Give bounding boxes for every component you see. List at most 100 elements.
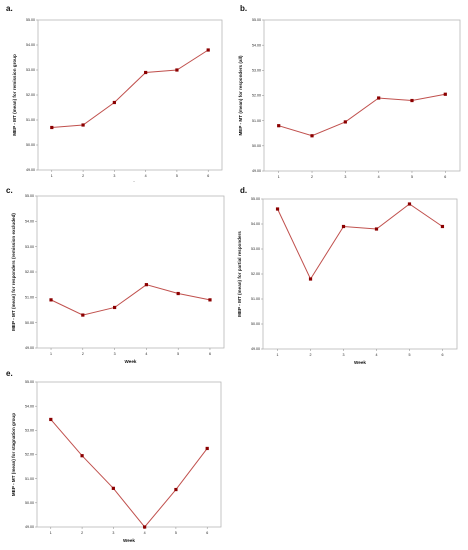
x-tick-label: 3	[112, 531, 114, 535]
y-tick-label: 50.00	[252, 144, 261, 148]
data-point	[407, 202, 412, 206]
panel-label: d.	[240, 186, 247, 195]
series-line	[51, 49, 209, 128]
data-point	[112, 100, 116, 105]
x-tick-label: 1	[278, 175, 280, 179]
x-tick-label: 6	[209, 352, 211, 356]
panel-label: a.	[6, 4, 13, 13]
y-tick-label: 50.00	[251, 322, 260, 326]
y-tick-label: 51.00	[25, 296, 34, 300]
x-tick-label: 1	[51, 174, 53, 178]
x-tick-label: 4	[378, 175, 380, 179]
y-axis-label: MEP - MT (mean) for stagnation group	[11, 413, 16, 496]
data-point	[50, 125, 54, 130]
y-axis-label: MEP - MT (mean) for remission group	[12, 54, 17, 136]
x-tick-label: 3	[114, 352, 116, 356]
panel-label: b.	[240, 4, 247, 13]
y-tick-label: 54.00	[251, 222, 260, 226]
y-axis-label: MEP - MT (mean) for responders (remissio…	[11, 213, 16, 331]
plot-frame	[262, 198, 458, 350]
y-tick-label: 54.00	[25, 220, 34, 224]
y-tick-label: 55.00	[26, 18, 35, 22]
data-point	[343, 120, 347, 124]
y-tick-label: 52.00	[26, 93, 35, 97]
panel-label: e.	[6, 369, 13, 378]
y-tick-label: 53.00	[25, 429, 34, 433]
x-tick-label: 6	[444, 175, 446, 179]
series-line	[50, 419, 208, 528]
x-tick-label: 2	[311, 175, 313, 179]
y-tick-label: 49.00	[25, 346, 34, 350]
x-tick-label: 3	[343, 353, 345, 357]
y-tick-label: 54.00	[252, 43, 261, 47]
y-tick-label: 54.00	[26, 43, 35, 47]
y-tick-label: 51.00	[25, 477, 34, 481]
data-point	[205, 446, 209, 451]
y-tick-label: 50.00	[25, 501, 34, 505]
data-point	[80, 454, 84, 458]
data-point	[143, 525, 147, 529]
y-tick-label: 49.00	[251, 347, 260, 351]
data-point	[175, 68, 179, 72]
x-tick-label: 5	[411, 175, 413, 179]
chart-panel-2: b. 49.00 50.00 51.00 52.00 53.00 54.00 55.00 1 2 3…	[238, 4, 461, 179]
plot-frame	[36, 381, 222, 528]
x-tick-label: 2	[82, 174, 84, 178]
panel-label: c.	[6, 186, 13, 195]
x-tick-label: 2	[81, 531, 83, 535]
data-point	[206, 48, 210, 52]
data-point	[440, 224, 445, 229]
y-tick-label: 51.00	[251, 297, 260, 301]
x-axis-label: Week	[125, 359, 137, 364]
y-tick-label: 53.00	[251, 247, 260, 251]
data-point	[111, 486, 115, 490]
y-tick-label: 52.00	[252, 94, 261, 98]
data-point	[174, 487, 178, 492]
data-point	[310, 134, 314, 138]
y-tick-label: 54.00	[25, 404, 34, 408]
data-point	[377, 96, 381, 100]
data-point	[374, 227, 379, 231]
y-tick-label: 55.00	[25, 380, 34, 384]
x-tick-label: 5	[176, 174, 178, 178]
y-tick-label: 49.00	[25, 525, 34, 529]
y-axis-label: MEP - MT (mean) for responders (all)	[238, 55, 243, 136]
x-axis-label: Week	[123, 538, 135, 543]
data-point	[144, 283, 148, 287]
series-line	[277, 203, 443, 281]
chart-panel-4: d. 49.00 50.00 51.00 52.00 53.00 54.00 55.00 1 2 3…	[237, 186, 458, 365]
y-tick-label: 50.00	[25, 321, 34, 325]
y-tick-label: 49.00	[26, 168, 35, 172]
y-tick-label: 52.00	[25, 453, 34, 457]
y-tick-label: 52.00	[251, 272, 260, 276]
plot-frame	[263, 19, 461, 172]
y-tick-label: 55.00	[251, 197, 260, 201]
x-tick-label: 4	[145, 174, 147, 178]
chart-panel-1: a. 49.00 50.00 51.00 52.00 53.00 54.00 55.00 1 2 3…	[6, 4, 223, 182]
y-tick-label: 53.00	[252, 69, 261, 73]
data-point	[113, 305, 117, 310]
x-tick-label: 6	[206, 531, 208, 535]
data-point	[176, 291, 180, 296]
x-tick-label: 6	[207, 174, 209, 178]
x-tick-label: 5	[177, 352, 179, 356]
data-point	[277, 124, 281, 128]
data-point	[443, 92, 447, 96]
x-tick-label: 4	[145, 352, 147, 356]
x-tick-label: 1	[277, 353, 279, 357]
x-tick-label: 2	[82, 352, 84, 356]
y-tick-label: 51.00	[252, 119, 261, 123]
y-tick-label: 53.00	[26, 68, 35, 72]
data-point	[208, 298, 212, 302]
data-point	[275, 207, 280, 211]
y-tick-label: 55.00	[252, 18, 261, 22]
x-tick-label: 3	[344, 175, 346, 179]
chart-panel-3: c. 49.00 50.00 51.00 52.00 53.00 54.00 55.00 1 2 3…	[6, 186, 225, 364]
y-tick-label: 53.00	[25, 245, 34, 249]
y-tick-label: 51.00	[26, 118, 35, 122]
data-point	[308, 277, 313, 281]
x-tick-label: 2	[310, 353, 312, 357]
data-point	[410, 98, 414, 103]
series-line	[278, 93, 446, 137]
